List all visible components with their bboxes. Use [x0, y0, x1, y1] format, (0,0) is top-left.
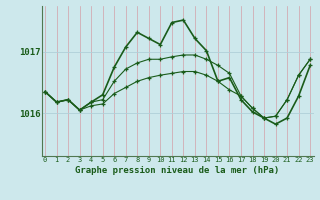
X-axis label: Graphe pression niveau de la mer (hPa): Graphe pression niveau de la mer (hPa) [76, 166, 280, 175]
